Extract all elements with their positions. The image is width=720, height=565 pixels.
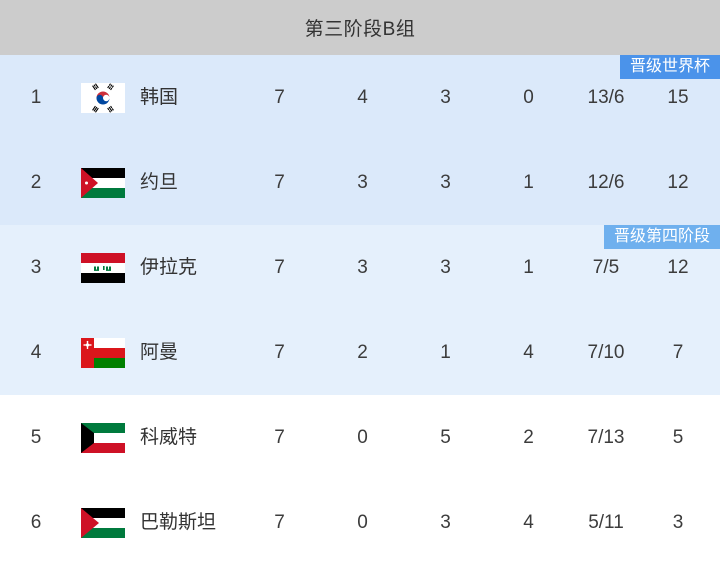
won-cell: 3 xyxy=(357,256,368,278)
rank-cell: 5 xyxy=(30,426,42,448)
table-row[interactable]: 5 科威特 7 0 5 2 7/13 5 xyxy=(0,395,720,480)
qualification-badge: 晋级第四阶段 xyxy=(603,225,720,249)
points-cell: 15 xyxy=(667,86,689,108)
page-header: 第三阶段B组 xyxy=(0,0,720,55)
goals-cell: 7/10 xyxy=(587,341,625,363)
table-row[interactable]: 6 巴勒斯坦 7 0 3 4 5/11 3 xyxy=(0,480,720,565)
flag-cell xyxy=(72,422,134,453)
lost-cell: 1 xyxy=(523,171,534,193)
won-cell: 0 xyxy=(357,511,368,533)
rank-cell: 2 xyxy=(30,171,42,193)
lost-cell: 2 xyxy=(523,426,534,448)
team-name-cell[interactable]: 科威特 xyxy=(140,426,198,448)
flag-cell xyxy=(72,167,134,198)
played-cell: 7 xyxy=(274,426,285,448)
page-title: 第三阶段B组 xyxy=(304,19,416,40)
goals-cell: 7/5 xyxy=(592,256,620,278)
table-row[interactable]: 晋级第四阶段 3 伊拉克 7 3 3 1 7/5 12 xyxy=(0,225,720,310)
played-cell: 7 xyxy=(274,341,285,363)
drawn-cell: 5 xyxy=(440,426,451,448)
team-name-cell[interactable]: 伊拉克 xyxy=(140,256,198,278)
points-cell: 3 xyxy=(672,511,684,533)
goals-cell: 13/6 xyxy=(587,86,625,108)
points-cell: 12 xyxy=(667,256,689,278)
jordan-flag-icon xyxy=(81,167,125,198)
team-name-cell[interactable]: 韩国 xyxy=(140,86,179,108)
points-cell: 12 xyxy=(667,171,689,193)
played-cell: 7 xyxy=(274,256,285,278)
south-korea-flag-icon xyxy=(81,82,125,113)
flag-cell xyxy=(72,337,134,368)
lost-cell: 4 xyxy=(523,341,534,363)
drawn-cell: 3 xyxy=(440,511,451,533)
iraq-flag-icon xyxy=(81,252,125,283)
points-cell: 5 xyxy=(672,426,684,448)
oman-flag-icon xyxy=(81,337,125,368)
table-row[interactable]: 2 约旦 7 3 3 1 12/6 12 xyxy=(0,140,720,225)
lost-cell: 0 xyxy=(523,86,534,108)
team-name-cell[interactable]: 巴勒斯坦 xyxy=(140,511,217,533)
team-name-cell[interactable]: 约旦 xyxy=(140,171,179,193)
table-row[interactable]: 4 阿曼 7 2 1 4 7/10 7 xyxy=(0,310,720,395)
played-cell: 7 xyxy=(274,511,285,533)
played-cell: 7 xyxy=(274,171,285,193)
won-cell: 3 xyxy=(357,171,368,193)
drawn-cell: 3 xyxy=(440,171,451,193)
lost-cell: 1 xyxy=(523,256,534,278)
standings-table: 晋级世界杯 1 xyxy=(0,55,720,565)
goals-cell: 5/11 xyxy=(588,511,624,533)
flag-cell xyxy=(72,252,134,283)
lost-cell: 4 xyxy=(523,511,534,533)
goals-cell: 7/13 xyxy=(587,426,625,448)
kuwait-flag-icon xyxy=(81,422,125,453)
rank-cell: 1 xyxy=(30,86,42,108)
team-name-cell[interactable]: 阿曼 xyxy=(140,341,179,363)
drawn-cell: 3 xyxy=(440,256,451,278)
played-cell: 7 xyxy=(274,86,285,108)
palestine-flag-icon xyxy=(81,507,125,538)
qualification-badge: 晋级世界杯 xyxy=(619,55,720,79)
rank-cell: 6 xyxy=(30,511,42,533)
won-cell: 4 xyxy=(357,86,368,108)
flag-cell xyxy=(72,507,134,538)
goals-cell: 12/6 xyxy=(587,171,625,193)
rank-cell: 4 xyxy=(30,341,42,363)
won-cell: 0 xyxy=(357,426,368,448)
points-cell: 7 xyxy=(672,341,684,363)
table-row[interactable]: 晋级世界杯 1 xyxy=(0,55,720,140)
drawn-cell: 1 xyxy=(440,341,451,363)
flag-cell xyxy=(72,82,134,113)
drawn-cell: 3 xyxy=(440,86,451,108)
won-cell: 2 xyxy=(357,341,368,363)
rank-cell: 3 xyxy=(30,256,42,278)
